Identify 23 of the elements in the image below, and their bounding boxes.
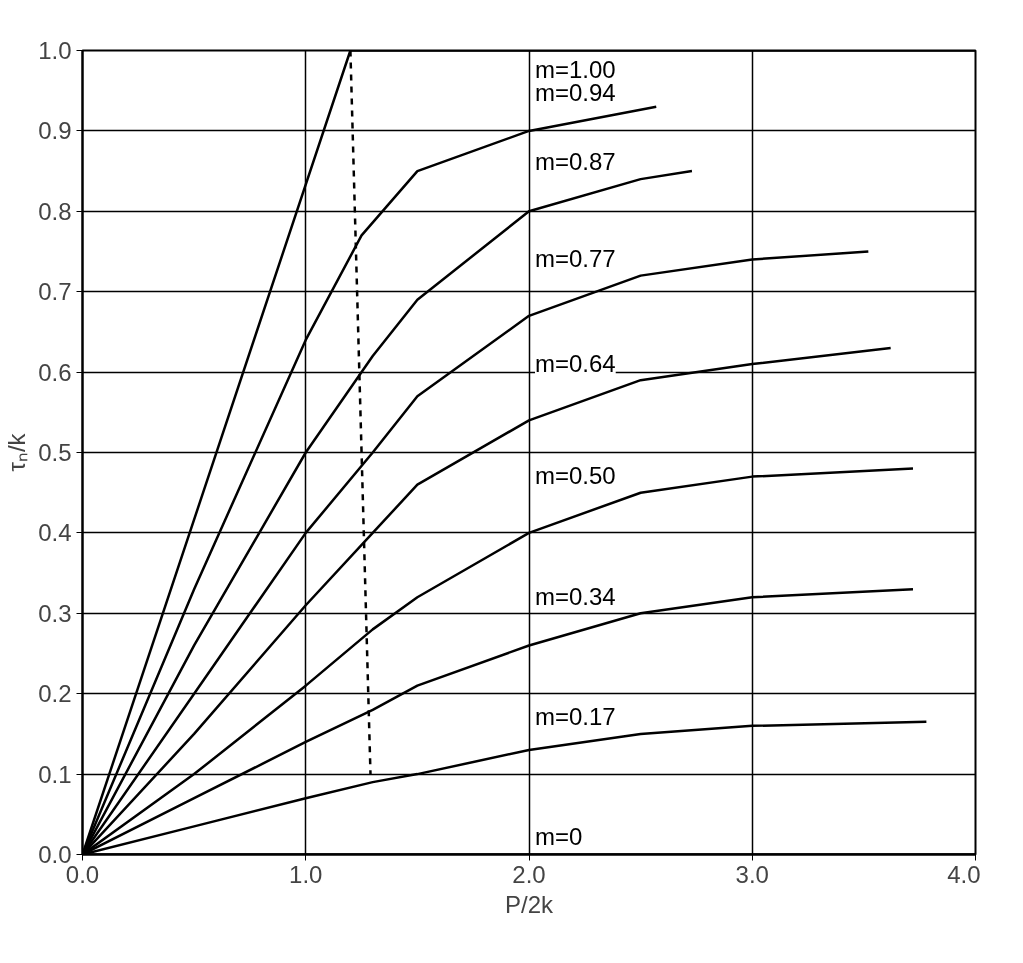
series-label: m=0.34: [535, 582, 616, 610]
x-axis-title: P/2k: [504, 890, 555, 918]
series-label: m=0.64: [535, 349, 616, 377]
y-tick-label: 1.0: [38, 37, 72, 64]
x-tick-label: 1.0: [289, 860, 323, 888]
y-tick-label: 0.1: [38, 760, 72, 788]
series-label: m=0.87: [535, 148, 616, 176]
y-tick-label: 0.9: [38, 117, 72, 145]
y-tick-label: 0.2: [38, 680, 72, 708]
y-axis-title: τₙ/k: [3, 432, 31, 472]
series-label: m=0: [535, 822, 583, 850]
series-label: m=0.77: [535, 245, 616, 273]
x-tick-label: 2.0: [512, 860, 546, 888]
y-tick-label: 0.4: [38, 519, 72, 547]
series-label: m=0.17: [535, 702, 616, 730]
series-label: m=0.50: [535, 462, 616, 490]
y-tick-label: 0.6: [38, 358, 72, 386]
y-tick-label: 0.7: [38, 278, 72, 306]
y-tick-label: 0.3: [38, 599, 72, 627]
y-tick-label: 0.5: [38, 439, 72, 466]
x-tick-label: 3.0: [735, 860, 769, 888]
y-tick-label: 0.8: [38, 197, 72, 225]
x-tick-label: 4.0: [947, 860, 981, 888]
